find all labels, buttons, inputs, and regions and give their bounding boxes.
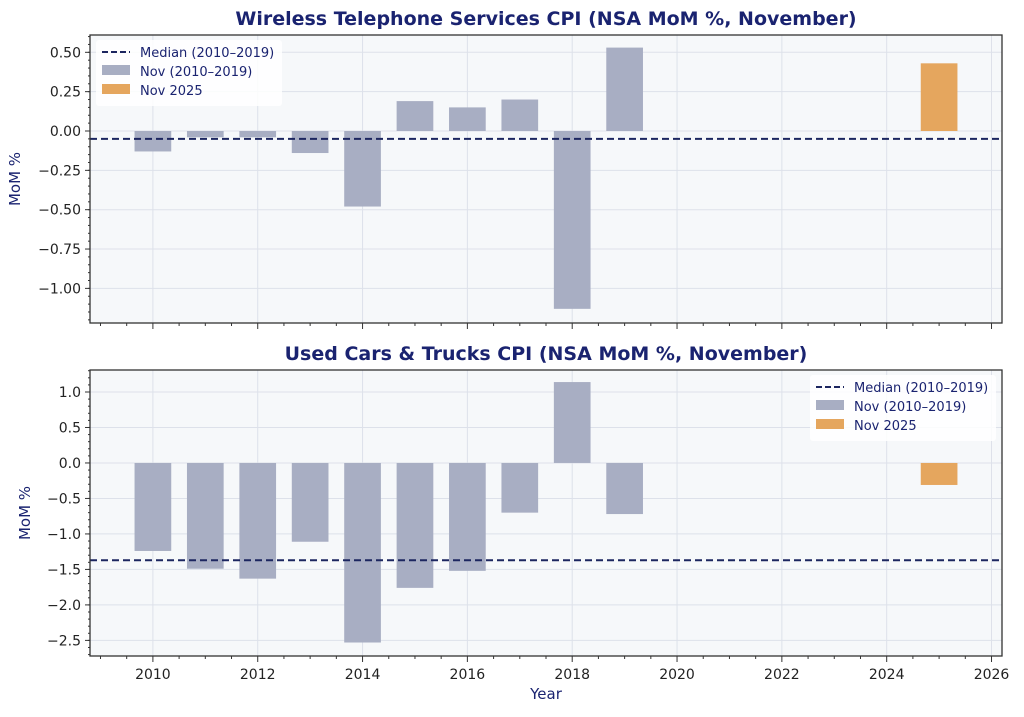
bar-2010 <box>134 462 172 551</box>
bar-2017 <box>501 462 539 513</box>
x-tick-label: 2026 <box>974 667 1010 683</box>
bar-2015 <box>396 101 434 131</box>
y-tick-label: 0.25 <box>50 85 81 101</box>
chart-title: Used Cars & Trucks CPI (NSA MoM %, Novem… <box>285 343 808 365</box>
legend-box <box>96 40 282 106</box>
y-tick-label: −0.75 <box>38 242 81 258</box>
legend-label: Nov 2025 <box>854 419 917 434</box>
bar-2010 <box>134 131 172 152</box>
chart-1: −1.00 −0.75 −0.50 −0.25 0.00 0.25 0.50 Wireless… <box>6 8 1003 329</box>
legend-box <box>810 375 996 441</box>
legend: Median (2010–2019) Nov (2010–2019) Nov 202… <box>96 40 282 106</box>
bar-2013 <box>291 131 329 154</box>
chart-title: Wireless Telephone Services CPI (NSA MoM… <box>235 8 856 30</box>
bar-2012 <box>239 462 277 579</box>
y-tick-label: −0.50 <box>38 203 81 219</box>
y-axis-label: MoM % <box>6 152 24 206</box>
y-tick-label: 0.0 <box>59 456 81 472</box>
y-tick-label: −0.25 <box>38 163 81 179</box>
y-tick-label: 0.50 <box>50 45 81 61</box>
bar-2015 <box>396 462 434 588</box>
bar-2019 <box>606 462 643 515</box>
legend-label: Median (2010–2019) <box>854 381 988 396</box>
bar-2012 <box>239 131 277 138</box>
bar-2014 <box>344 131 381 207</box>
legend-current-swatch <box>102 84 130 94</box>
y-tick-label: −2.5 <box>47 633 81 649</box>
legend-label: Nov (2010–2019) <box>854 400 966 415</box>
chart-2: 2010 2012 2014 2016 2018 2020 2022 2024 2026 −2.5… <box>16 343 1009 703</box>
bar-2016 <box>449 107 486 131</box>
bar-2014 <box>344 462 381 643</box>
bar-2011 <box>186 131 224 138</box>
legend-history-swatch <box>816 400 844 410</box>
bar-2018 <box>553 131 591 309</box>
y-axis-label: MoM % <box>16 486 34 540</box>
legend-label: Median (2010–2019) <box>140 46 274 61</box>
bar-2025 <box>920 462 958 485</box>
y-tick-label: −0.5 <box>47 491 81 507</box>
bar-2017 <box>501 99 539 131</box>
legend-current-swatch <box>816 419 844 429</box>
y-tick-label: −1.00 <box>38 281 81 297</box>
x-tick-label: 2020 <box>659 667 695 683</box>
x-tick-label: 2024 <box>869 667 905 683</box>
bar-2016 <box>449 462 486 571</box>
bar-2011 <box>186 462 224 569</box>
bar-2019 <box>606 47 643 131</box>
x-tick-label: 2018 <box>554 667 590 683</box>
y-tick-label: 1.0 <box>59 385 81 401</box>
y-tick-label: −1.5 <box>47 562 81 578</box>
y-tick-label: −2.0 <box>47 598 81 614</box>
y-tick-label: 0.5 <box>59 420 81 436</box>
y-tick-label: −1.0 <box>47 527 81 543</box>
bar-2013 <box>291 462 329 542</box>
x-tick-label: 2022 <box>764 667 800 683</box>
legend: Median (2010–2019) Nov (2010–2019) Nov 202… <box>810 375 996 441</box>
y-tick-label: 0.00 <box>50 124 81 140</box>
legend-label: Nov (2010–2019) <box>140 65 252 80</box>
x-tick-label: 2014 <box>345 667 381 683</box>
x-axis-label: Year <box>529 685 563 703</box>
bar-2025 <box>920 63 958 132</box>
legend-history-swatch <box>102 65 130 75</box>
legend-label: Nov 2025 <box>140 84 203 99</box>
x-tick-label: 2012 <box>240 667 276 683</box>
x-tick-label: 2016 <box>450 667 486 683</box>
bar-2018 <box>553 382 591 463</box>
x-tick-label: 2010 <box>135 667 171 683</box>
